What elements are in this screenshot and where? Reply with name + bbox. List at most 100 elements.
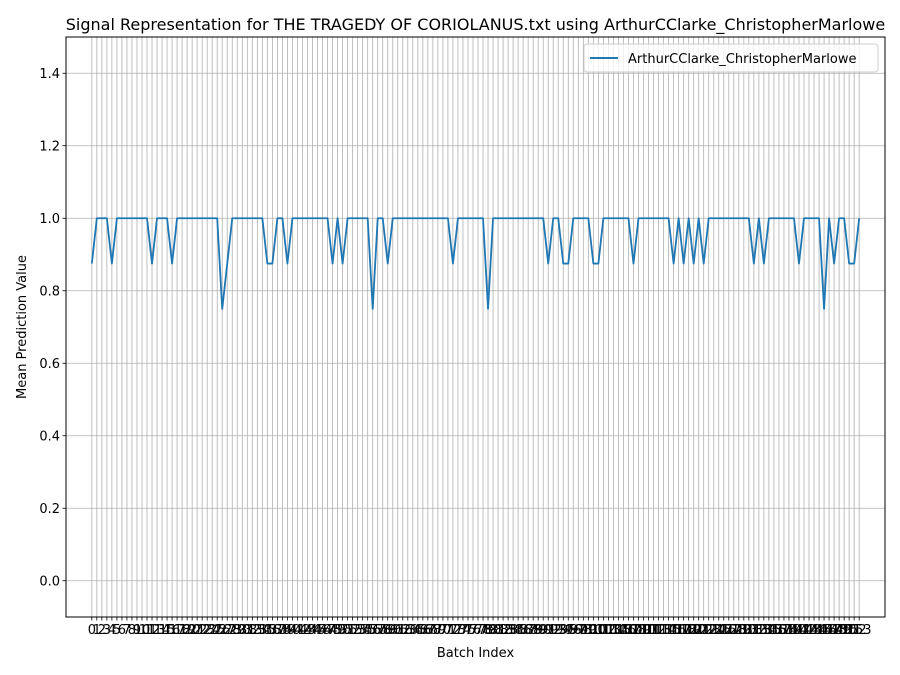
x-tick-label: 103 xyxy=(596,623,621,638)
x-tick-label: 132 xyxy=(741,623,766,638)
x-tick-label: 94 xyxy=(555,623,572,638)
x-tick-label: 27 xyxy=(219,623,236,638)
x-tick-label: 16 xyxy=(164,623,181,638)
x-tick-label: 43 xyxy=(299,623,316,638)
x-tick-label: 106 xyxy=(611,623,636,638)
x-tick-label: 120 xyxy=(681,623,706,638)
x-tick-label: 7 xyxy=(123,623,131,638)
x-tick-label: 71 xyxy=(440,623,457,638)
y-tick-label: 0.6 xyxy=(39,357,60,372)
x-tick-label: 73 xyxy=(450,623,467,638)
x-tick-label: 151 xyxy=(837,623,862,638)
x-tick-label: 150 xyxy=(832,623,857,638)
x-tick-label: 63 xyxy=(400,623,417,638)
x-tick-label: 115 xyxy=(656,623,681,638)
y-tick-label: 0.2 xyxy=(39,502,60,517)
x-tick-label: 152 xyxy=(842,623,867,638)
x-tick-label: 62 xyxy=(395,623,412,638)
x-tick-label: 148 xyxy=(822,623,847,638)
x-tick-label: 124 xyxy=(701,623,726,638)
x-tick-label: 143 xyxy=(797,623,822,638)
x-tick-label: 13 xyxy=(149,623,166,638)
x-tick-label: 123 xyxy=(696,623,721,638)
x-tick-label: 122 xyxy=(691,623,716,638)
x-tick-label: 49 xyxy=(329,623,346,638)
x-tick-label: 53 xyxy=(349,623,366,638)
x-gridlines xyxy=(91,37,860,617)
x-tick-label: 146 xyxy=(812,623,837,638)
x-tick-label: 34 xyxy=(254,623,271,638)
x-tick-label: 113 xyxy=(646,623,671,638)
x-tick-label: 9 xyxy=(133,623,141,638)
x-tick-label: 2 xyxy=(98,623,106,638)
x-tick-label: 138 xyxy=(772,623,797,638)
x-tick-label: 82 xyxy=(495,623,512,638)
x-tick-label: 5 xyxy=(113,623,121,638)
x-tick-label: 95 xyxy=(560,623,577,638)
x-tick-label: 70 xyxy=(435,623,452,638)
x-tick-label: 37 xyxy=(269,623,286,638)
x-tick-label: 58 xyxy=(374,623,391,638)
x-tick-label: 4 xyxy=(108,623,116,638)
x-tick-label: 28 xyxy=(224,623,241,638)
x-tick-label: 69 xyxy=(430,623,447,638)
x-tick-label: 99 xyxy=(580,623,597,638)
x-tick-label: 8 xyxy=(128,623,136,638)
x-tick-label: 64 xyxy=(405,623,422,638)
x-tick-label: 66 xyxy=(415,623,432,638)
x-tick-label: 102 xyxy=(591,623,616,638)
x-tick-label: 48 xyxy=(324,623,341,638)
x-tick-label: 105 xyxy=(606,623,631,638)
x-tick-label: 142 xyxy=(792,623,817,638)
chart-title: Signal Representation for THE TRAGEDY OF… xyxy=(66,15,885,35)
x-tick-label: 117 xyxy=(666,623,691,638)
x-tick-label: 91 xyxy=(540,623,557,638)
series-line xyxy=(90,217,861,310)
x-tick-label: 75 xyxy=(460,623,477,638)
x-tick-label: 14 xyxy=(154,623,171,638)
x-tick-label: 110 xyxy=(631,623,656,638)
x-tick-label: 133 xyxy=(746,623,771,638)
x-tick-label: 74 xyxy=(455,623,472,638)
x-tick-label: 129 xyxy=(726,623,751,638)
x-tick-label: 93 xyxy=(550,623,567,638)
x-tick-label: 42 xyxy=(294,623,311,638)
x-tick-label: 24 xyxy=(204,623,221,638)
x-tick-label: 79 xyxy=(480,623,497,638)
x-tick-label: 59 xyxy=(379,623,396,638)
x-tick-label: 130 xyxy=(731,623,756,638)
x-tick-label: 140 xyxy=(782,623,807,638)
x-tick-label: 131 xyxy=(736,623,761,638)
x-tick-label: 31 xyxy=(239,623,256,638)
y-tick-label: 0.0 xyxy=(39,574,60,589)
x-tick-label: 10 xyxy=(134,623,151,638)
x-tick-label: 109 xyxy=(626,623,651,638)
x-tick-label: 80 xyxy=(485,623,502,638)
x-tick-label: 56 xyxy=(364,623,381,638)
x-tick-label: 72 xyxy=(445,623,462,638)
x-tick-label: 19 xyxy=(179,623,196,638)
x-tick-label: 33 xyxy=(249,623,266,638)
x-tick-label: 139 xyxy=(777,623,802,638)
x-tick-label: 21 xyxy=(189,623,206,638)
x-tick-label: 112 xyxy=(641,623,666,638)
y-tick-label: 1.4 xyxy=(39,67,60,82)
y-tick-label: 1.0 xyxy=(39,212,60,227)
x-axis-label: Batch Index xyxy=(437,646,515,661)
y-tick-label: 0.8 xyxy=(39,284,60,299)
y-tick-label: 0.4 xyxy=(39,429,60,444)
x-tick-label: 125 xyxy=(706,623,731,638)
x-tick-label: 134 xyxy=(751,623,776,638)
x-tick-label: 18 xyxy=(174,623,191,638)
y-axis-label: Mean Prediction Value xyxy=(15,255,30,399)
x-tick-label: 25 xyxy=(209,623,226,638)
x-tick-label: 137 xyxy=(767,623,792,638)
x-tick-label: 108 xyxy=(621,623,646,638)
x-tick-label: 97 xyxy=(570,623,587,638)
x-tick-label: 92 xyxy=(545,623,562,638)
x-tick-label: 86 xyxy=(515,623,532,638)
x-tick-label: 1 xyxy=(93,623,101,638)
legend-entry-label: ArthurCClarke_ChristopherMarlowe xyxy=(628,52,856,67)
x-tick-label: 136 xyxy=(761,623,786,638)
